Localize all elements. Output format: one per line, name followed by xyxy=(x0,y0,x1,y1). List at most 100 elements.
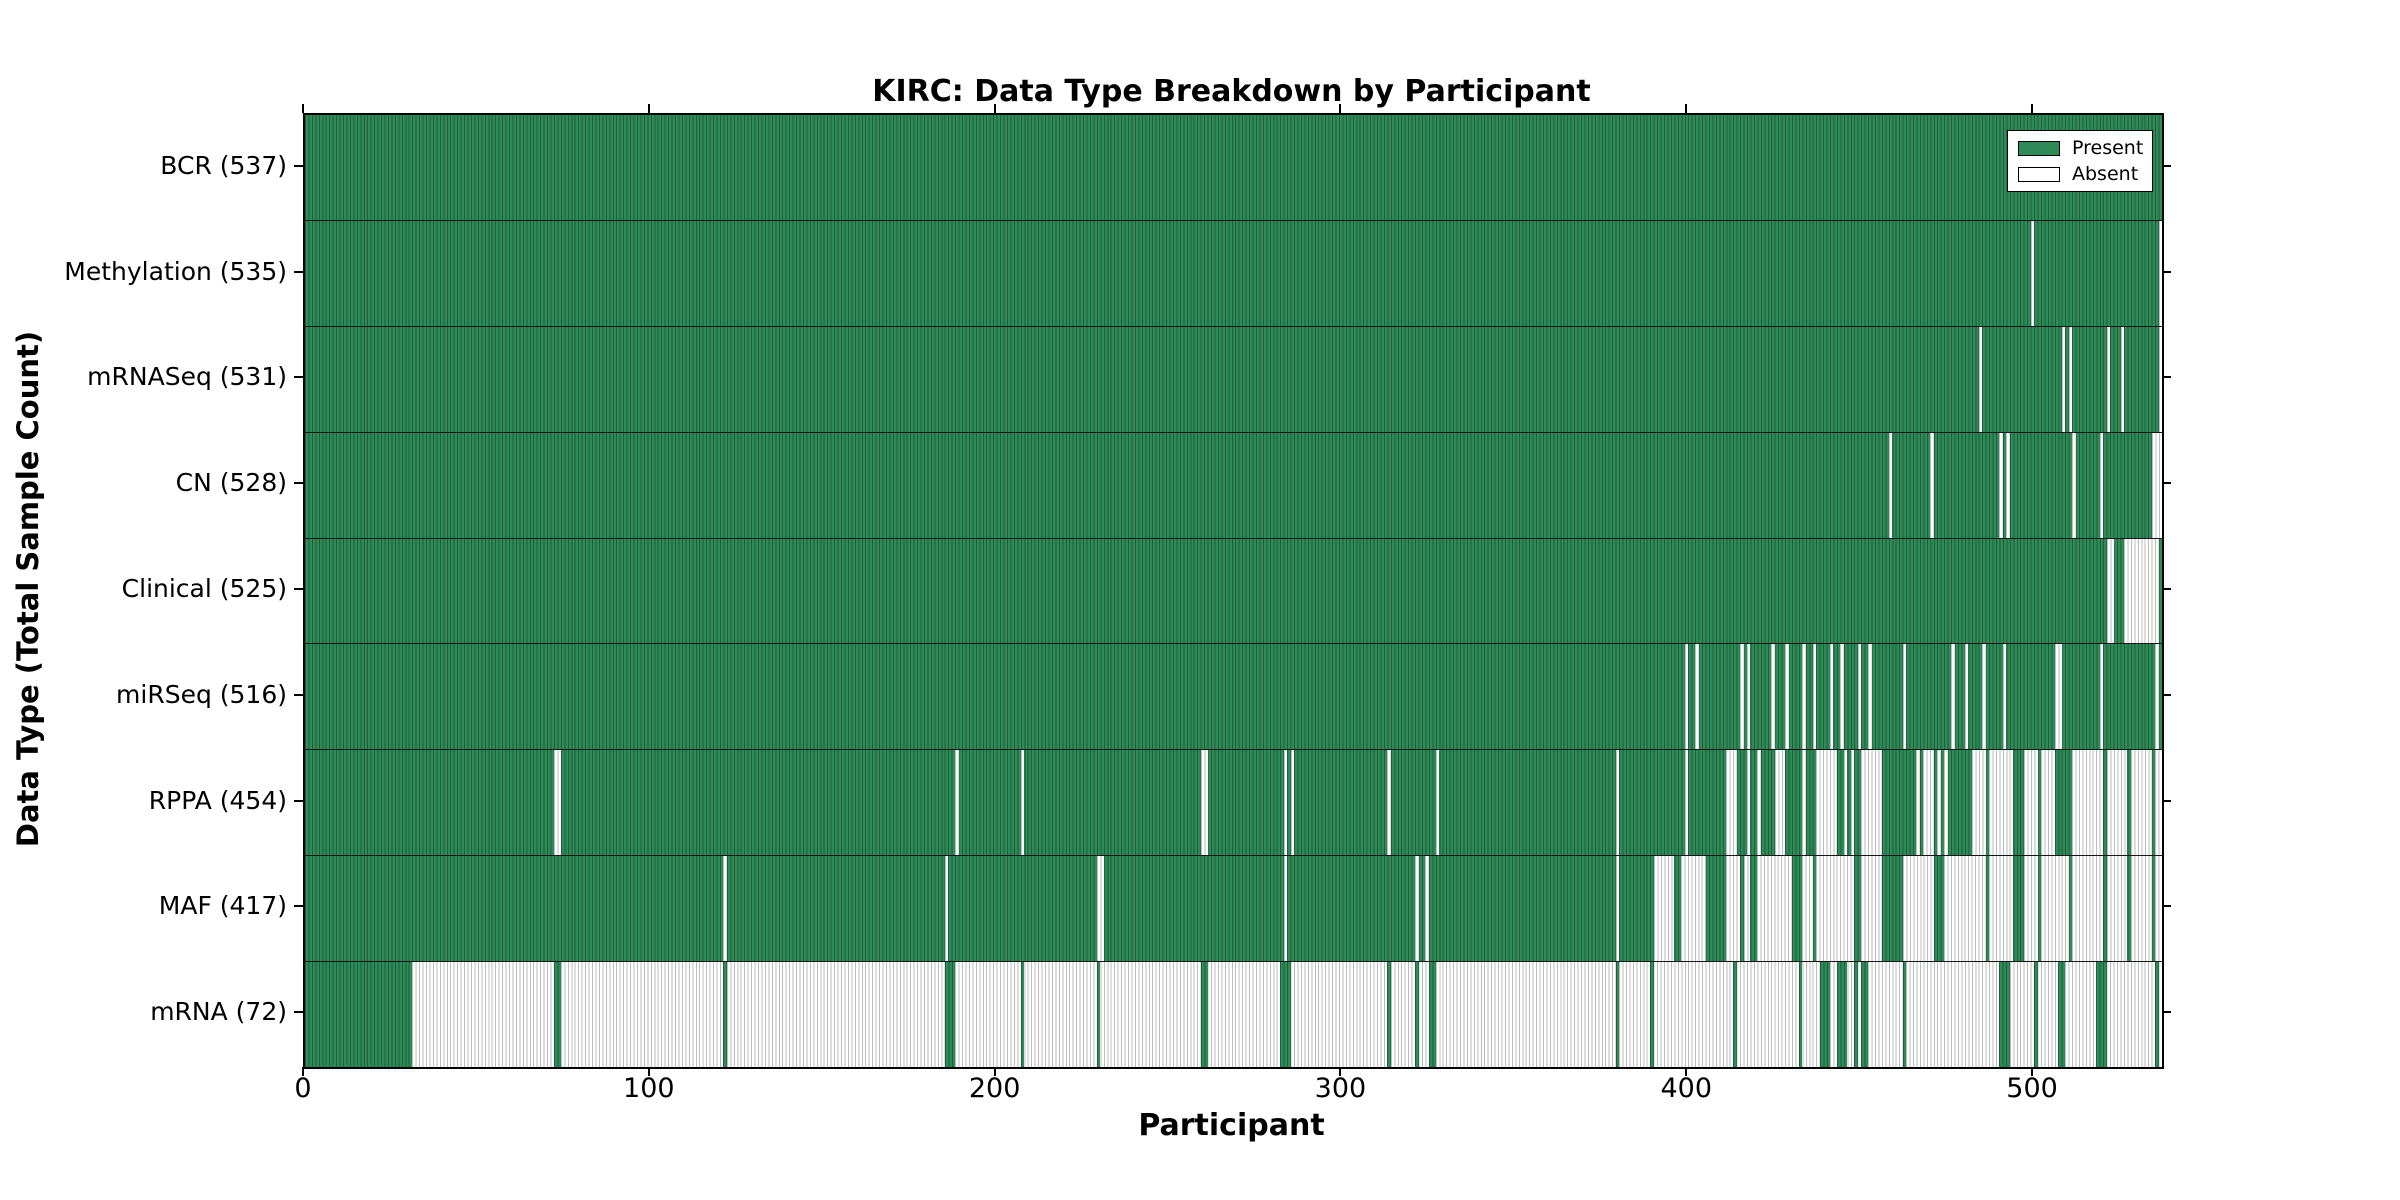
y-tick-mark-right xyxy=(2162,270,2171,273)
absent-run xyxy=(2023,750,2038,856)
absent-run xyxy=(2120,326,2124,432)
x-tick-label: 200 xyxy=(968,1073,1021,1104)
absent-run xyxy=(1684,644,1689,750)
x-tick-label: 300 xyxy=(1314,1073,1367,1104)
x-tick-mark xyxy=(302,1067,304,1076)
absent-run xyxy=(1684,750,1689,856)
absent-run xyxy=(1747,644,1751,750)
absent-run xyxy=(2158,326,2162,432)
chart-title: KIRC: Data Type Breakdown by Participant xyxy=(872,74,1591,109)
absent-run xyxy=(1888,432,1893,538)
present-run xyxy=(1428,962,1436,1068)
y-tick-label: miRSeq (516) xyxy=(116,679,287,709)
y-tick-label: Methylation (535) xyxy=(64,256,287,286)
x-tick-label: 100 xyxy=(623,1073,675,1104)
y-tick-mark-right xyxy=(2162,1011,2171,1014)
absent-run xyxy=(944,856,949,962)
absent-run xyxy=(1930,432,1934,538)
y-tick-mark xyxy=(294,482,303,485)
absent-run xyxy=(2099,432,2104,538)
absent-run xyxy=(1868,644,1872,750)
absent-run xyxy=(2006,432,2010,538)
absent-run xyxy=(1816,856,1855,962)
present-run xyxy=(305,962,413,1068)
absent-run xyxy=(2130,750,2152,856)
absent-run xyxy=(1615,750,1620,856)
absent-run xyxy=(1861,750,1882,856)
present-run xyxy=(1280,962,1291,1068)
absent-run xyxy=(1857,644,1862,750)
absent-run xyxy=(1916,750,1920,856)
absent-run xyxy=(2040,856,2069,962)
absent-run xyxy=(1435,750,1440,856)
legend-present-label: Present xyxy=(2072,136,2144,159)
absent-run xyxy=(2155,750,2162,856)
present-run xyxy=(723,962,727,1068)
absent-run xyxy=(2061,326,2066,432)
present-run xyxy=(1798,962,1803,1068)
absent-run xyxy=(1747,750,1751,856)
present-run xyxy=(1836,962,1848,1068)
present-run xyxy=(1733,962,1737,1068)
y-tick-mark-right xyxy=(2162,693,2171,696)
present-run xyxy=(1902,962,1907,1068)
absent-run xyxy=(1757,856,1792,962)
absent-run xyxy=(1971,750,1986,856)
absent-run xyxy=(1802,750,1806,856)
absent-run xyxy=(2054,644,2062,750)
absent-run xyxy=(1850,750,1855,856)
y-tick-mark xyxy=(294,905,303,908)
absent-run xyxy=(2155,856,2162,962)
absent-run xyxy=(2130,856,2152,962)
absent-run xyxy=(1978,326,1983,432)
y-tick-label: CN (528) xyxy=(175,468,287,498)
absent-run xyxy=(1812,644,1817,750)
y-tick-mark xyxy=(294,799,303,802)
x-tick-mark xyxy=(993,1067,996,1076)
y-tick-mark-right xyxy=(2162,164,2171,167)
y-tick-mark-right xyxy=(2162,799,2171,802)
plot-area: Present Absent xyxy=(303,113,2164,1069)
absent-run xyxy=(1283,750,1288,856)
heatmap-row-CN xyxy=(305,431,2162,538)
present-run xyxy=(2155,962,2159,1068)
present-run xyxy=(944,962,956,1068)
absent-run xyxy=(2155,644,2159,750)
heatmap-row-BCR xyxy=(305,115,2162,220)
x-tick-mark xyxy=(1685,1067,1688,1076)
y-tick-mark xyxy=(294,693,303,696)
absent-run xyxy=(1740,644,1744,750)
x-tick-mark-top xyxy=(993,104,996,113)
legend-entry-absent: Absent xyxy=(2018,164,2152,184)
absent-run xyxy=(2068,326,2073,432)
present-run xyxy=(1819,962,1830,1068)
heatmap-row-miRSeq xyxy=(305,643,2162,750)
absent-run xyxy=(955,750,959,856)
y-tick-mark xyxy=(294,376,303,379)
absent-run xyxy=(2002,644,2007,750)
absent-run xyxy=(1743,856,1751,962)
absent-run xyxy=(1816,750,1837,856)
absent-run xyxy=(723,856,727,962)
absent-run xyxy=(2099,644,2104,750)
present-run xyxy=(1861,962,1869,1068)
x-tick-mark-top xyxy=(2031,104,2034,113)
y-tick-mark xyxy=(294,270,303,273)
y-tick-mark-right xyxy=(2162,905,2171,908)
absent-run xyxy=(1951,644,1955,750)
absent-run xyxy=(1387,750,1391,856)
y-tick-label: BCR (537) xyxy=(160,150,287,180)
absent-run xyxy=(1802,856,1813,962)
present-run xyxy=(2096,962,2107,1068)
present-run xyxy=(553,962,561,1068)
absent-run xyxy=(1774,750,1786,856)
present-run xyxy=(1415,962,1419,1068)
absent-run xyxy=(2106,750,2128,856)
y-tick-label: mRNASeq (531) xyxy=(87,362,287,392)
y-tick-label: RPPA (454) xyxy=(148,785,287,815)
x-tick-label: 500 xyxy=(2006,1073,2058,1104)
present-run xyxy=(1854,962,1858,1068)
y-tick-mark xyxy=(294,1011,303,1014)
absent-run xyxy=(1840,644,1844,750)
legend: Present Absent xyxy=(2007,130,2153,192)
